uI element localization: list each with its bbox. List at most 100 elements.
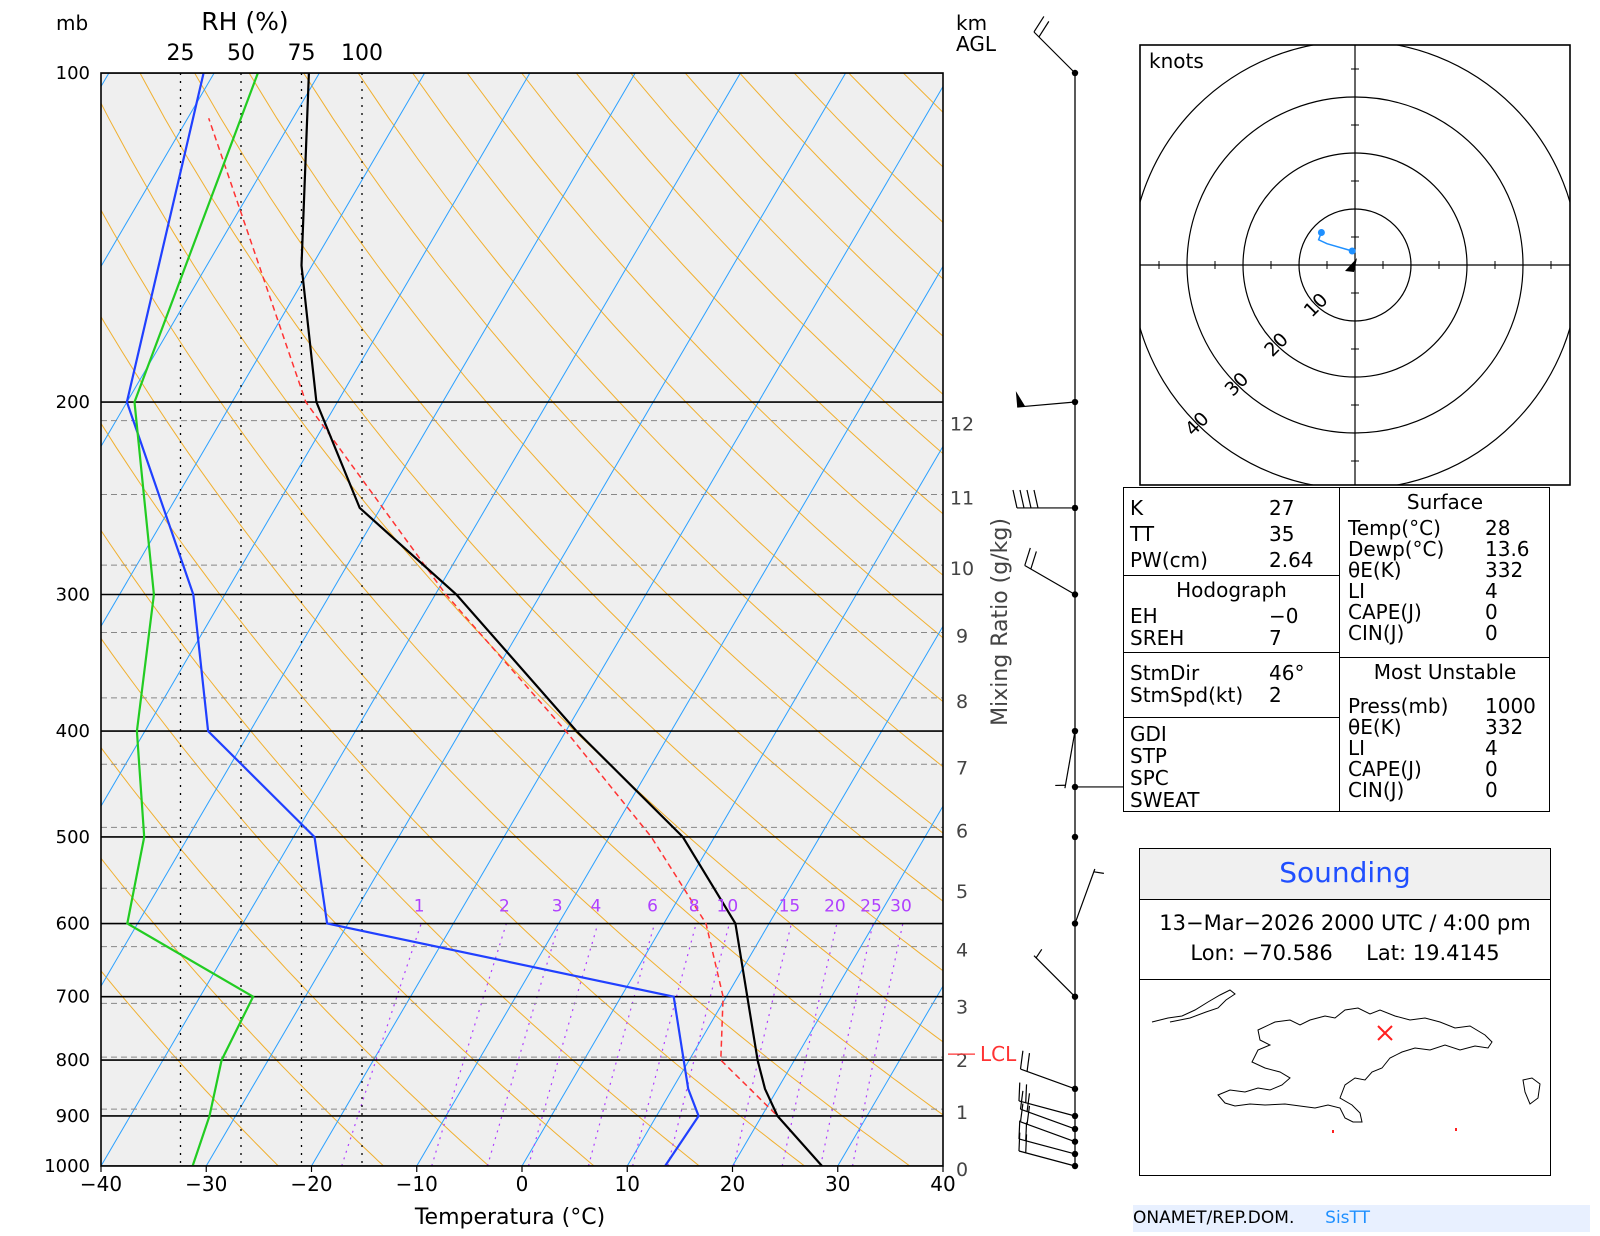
pressure-tick-label: 500 xyxy=(56,827,90,848)
wind-barb-staff xyxy=(1018,1138,1076,1155)
index-value: 28 xyxy=(1485,516,1511,540)
hodograph-unit-label: knots xyxy=(1149,49,1204,73)
wind-barb-full xyxy=(1019,1103,1024,1122)
wind-barb-full xyxy=(1030,551,1037,570)
pressure-tick-label: 300 xyxy=(56,584,90,605)
isotherm xyxy=(311,85,943,1166)
index-value: 46° xyxy=(1269,661,1305,685)
wind-barb xyxy=(1018,1132,1076,1167)
wind-barb-half xyxy=(1035,948,1043,959)
hodograph-title: Hodograph xyxy=(1176,578,1287,602)
dry-adiabat xyxy=(466,73,943,576)
dry-adiabat xyxy=(101,857,384,1166)
rh-tick-label: 100 xyxy=(341,41,383,66)
dry-adiabat xyxy=(101,529,700,1166)
height-km-label: 6 xyxy=(956,820,968,842)
wind-barb xyxy=(1015,391,1076,408)
height-km-label: 1 xyxy=(956,1102,968,1124)
parcel-line xyxy=(207,117,823,1166)
wind-barbs xyxy=(1012,16,1133,1170)
index-label: CAPE(J) xyxy=(1348,757,1422,781)
footer: ONAMET/REP.DOM. SisTT xyxy=(1133,1205,1590,1232)
index-label: CIN(J) xyxy=(1348,778,1405,802)
most-unstable-title: Most Unstable xyxy=(1373,660,1517,684)
isotherm xyxy=(0,73,4,1166)
mixing-ratio-label: 8 xyxy=(689,897,700,917)
islet-dot xyxy=(1332,1130,1334,1133)
wind-barb xyxy=(1055,730,1076,789)
wind-barb-full xyxy=(1019,489,1025,509)
temperature-tick-label: 20 xyxy=(720,1172,745,1196)
index-label: StmDir xyxy=(1130,661,1200,685)
dry-adiabat xyxy=(101,209,943,1116)
index-label: PW(cm) xyxy=(1130,548,1208,572)
wind-level-dot xyxy=(1071,398,1079,406)
index-label: TT xyxy=(1130,522,1155,546)
mixing-ratio-label: 15 xyxy=(779,897,801,917)
wind-barb-full xyxy=(1026,1093,1031,1112)
cuba-outline xyxy=(1151,989,1236,1023)
height-km-label: 9 xyxy=(956,625,968,647)
mixing-ratio-label: 1 xyxy=(414,897,425,917)
index-label: CIN(J) xyxy=(1348,621,1405,645)
wind-barb-staff xyxy=(1018,1100,1076,1117)
mixing-ratio-label: 30 xyxy=(890,897,912,917)
isotherm xyxy=(521,445,943,1166)
isotherm xyxy=(732,805,943,1166)
wind-barb-staff xyxy=(1018,1150,1076,1167)
puerto-rico-outline xyxy=(1522,1077,1541,1105)
wind-barb-full xyxy=(1018,1120,1021,1139)
index-value: 7 xyxy=(1269,626,1282,650)
dry-adiabat xyxy=(101,970,279,1166)
index-label: θE(K) xyxy=(1348,715,1402,739)
temperature-tick-label: −20 xyxy=(290,1172,332,1196)
hodograph-point xyxy=(1348,247,1356,255)
dry-adiabat xyxy=(248,73,943,834)
rh-tick-label: 25 xyxy=(167,41,195,66)
index-value: 2.64 xyxy=(1269,548,1314,572)
wind-barb-full xyxy=(1024,547,1031,566)
dry-adiabat xyxy=(101,315,911,1166)
index-value: −0 xyxy=(1269,604,1299,628)
dry-adiabat xyxy=(101,746,490,1166)
dry-adiabat xyxy=(101,422,805,1166)
index-value: 27 xyxy=(1269,496,1295,520)
dry-adiabat xyxy=(139,73,943,972)
index-value: 0 xyxy=(1485,757,1498,781)
index-label: CAPE(J) xyxy=(1348,600,1422,624)
lon-label: Lon: xyxy=(1190,941,1235,965)
lat-value: 19.4145 xyxy=(1412,941,1500,965)
index-label: LI xyxy=(1348,579,1366,603)
wind-barb-half xyxy=(1093,871,1104,874)
wind-barb-staff xyxy=(1074,868,1096,924)
index-value: 13.6 xyxy=(1485,537,1530,561)
location-map xyxy=(1151,989,1541,1133)
dry-adiabat xyxy=(521,73,943,515)
pressure-tick-label: 400 xyxy=(56,721,90,742)
index-value: 4 xyxy=(1485,736,1498,760)
wind-barb-staff xyxy=(1064,730,1076,789)
pressure-tick-label: 900 xyxy=(56,1106,90,1127)
mixing-ratio-label: 3 xyxy=(552,897,563,917)
dry-adiabat xyxy=(101,102,943,1043)
index-label: Press(mb) xyxy=(1348,694,1449,718)
isotherm xyxy=(205,73,847,1166)
dry-adiabat xyxy=(412,73,943,639)
mixing-ratio-label: 6 xyxy=(647,897,658,917)
pressure-tick-label: 200 xyxy=(56,392,90,413)
hodograph-trace xyxy=(1317,232,1353,252)
index-label: Temp(°C) xyxy=(1348,516,1441,540)
wind-barb-staff xyxy=(1020,1121,1076,1143)
height-km-label: 2 xyxy=(956,1050,968,1072)
rh-tick-label: 75 xyxy=(288,41,316,66)
isotherm xyxy=(101,73,741,1166)
rh-line xyxy=(126,73,259,1166)
index-label: SPC xyxy=(1130,766,1169,790)
mixing-ratio-line xyxy=(820,923,874,1166)
temperature-tick-label: −40 xyxy=(80,1172,122,1196)
wind-barb-full xyxy=(1019,1050,1024,1070)
index-label: θE(K) xyxy=(1348,558,1402,582)
wind-barb xyxy=(1018,1120,1076,1155)
dry-adiabat xyxy=(194,73,943,902)
